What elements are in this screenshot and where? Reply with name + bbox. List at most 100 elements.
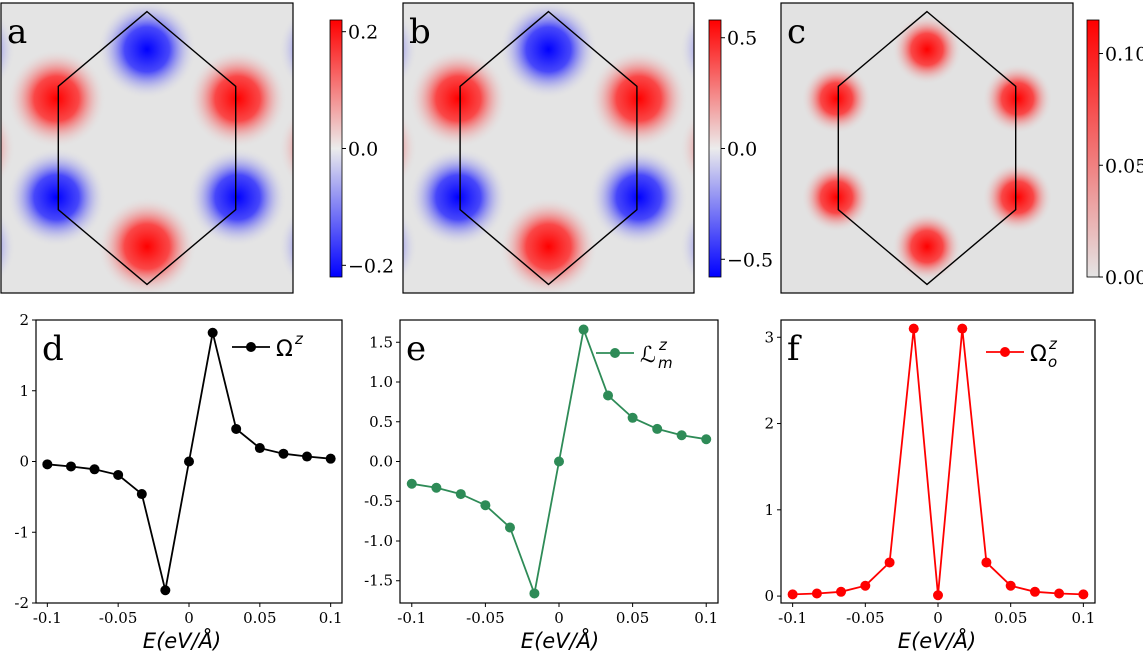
- negative-peak: [408, 147, 508, 247]
- legend-label: ℒ: [640, 343, 656, 368]
- negative-peak: [403, 14, 418, 85]
- data-point: [676, 430, 687, 441]
- data-point: [578, 324, 589, 335]
- data-point: [65, 461, 76, 472]
- brillouin-zone-hexagon: [459, 10, 638, 286]
- colorbar-tick-label: 0.0: [727, 139, 757, 161]
- colorbar-a: 0.2 0.0 −0.2: [329, 19, 394, 278]
- x-axis-label: E(eV/Å): [898, 627, 976, 653]
- negative-peak: [97, 3, 197, 100]
- positive-peak: [801, 63, 872, 134]
- x-tick-label: -0.05: [846, 609, 884, 627]
- colorbar-tick-label: 0.00: [1105, 267, 1143, 289]
- data-point: [981, 557, 992, 568]
- data-point: [325, 453, 336, 464]
- heatmap-field: [801, 14, 1053, 282]
- colorbar-tick-label: 0.5: [727, 28, 757, 50]
- data-point: [787, 589, 798, 600]
- x-tick-label: -0.1: [33, 609, 62, 627]
- x-tick-label: 0.05: [994, 609, 1027, 627]
- x-tick-label: 0: [184, 609, 194, 627]
- data-point: [406, 478, 417, 489]
- y-tick-label: 0.0: [369, 453, 393, 471]
- x-tick-label: -0.1: [778, 609, 807, 627]
- data-point: [554, 456, 564, 467]
- negative-peak: [1, 14, 16, 85]
- negative-peak: [679, 211, 694, 282]
- data-point: [231, 423, 242, 434]
- data-point: [254, 443, 265, 454]
- data-point: [529, 588, 540, 599]
- negative-peak: [1, 211, 16, 282]
- x-tick-label: -0.05: [466, 609, 504, 627]
- colorbar-gradient: [329, 19, 343, 278]
- negative-peak: [278, 14, 293, 85]
- legend-subscript: m: [658, 354, 673, 372]
- heatmap-panel-c: c 0.10 0.05 0.00: [780, 2, 1143, 294]
- x-tick-label: 0: [554, 609, 564, 627]
- y-tick-label: 3: [764, 328, 774, 346]
- panel-label-d: d: [42, 329, 64, 369]
- legend-marker: [246, 342, 256, 352]
- legend-label: Ω: [276, 337, 293, 362]
- legend-subscript: o: [1048, 353, 1057, 371]
- positive-peak: [499, 197, 598, 293]
- data-point: [431, 482, 442, 493]
- positive-peak: [679, 112, 694, 184]
- data-point: [884, 557, 895, 568]
- legend-marker: [610, 348, 620, 358]
- colorbar-tick-label: −0.2: [348, 255, 394, 277]
- y-tick-label: 1: [764, 501, 774, 519]
- colorbar-tick-label: 0.10: [1105, 44, 1143, 66]
- y-tick-label: -1.5: [364, 572, 393, 590]
- data-point: [627, 412, 638, 423]
- data-point: [908, 323, 919, 334]
- y-tick-label: -2: [14, 594, 29, 612]
- y-tick-label: 1.5: [369, 333, 393, 351]
- x-tick-label: 0.05: [616, 609, 649, 627]
- positive-peak: [278, 112, 293, 184]
- negative-peak: [187, 147, 288, 247]
- line-panel-e: -0.1 -0.05 0 0.05 0.1 -1.5 -1.0 -0.5 0.0 0.5 1.0 1.…: [364, 319, 719, 653]
- colorbar-b: 0.5 0.0 −0.5: [708, 19, 773, 278]
- data-point: [603, 390, 614, 401]
- data-point: [113, 469, 124, 480]
- data-point: [207, 327, 218, 338]
- data-point: [278, 448, 289, 459]
- heatmap-frame: [402, 2, 695, 294]
- data-point: [136, 489, 147, 500]
- legend-superscript: z: [658, 336, 668, 354]
- negative-peak: [6, 147, 107, 247]
- line-panel-d: -0.1 -0.05 0 0.05 0.1 -2 -1 0 1 2 Ω z d E(eV/Å): [14, 311, 343, 653]
- data-point: [933, 590, 943, 601]
- colorbar-gradient: [708, 19, 722, 278]
- data-point: [1029, 586, 1040, 597]
- positive-peak: [982, 63, 1053, 134]
- data-point: [957, 323, 968, 334]
- positive-peak: [187, 49, 288, 149]
- data-point: [1005, 580, 1016, 591]
- positive-peak: [891, 14, 963, 85]
- y-tick-label: 0: [764, 587, 774, 605]
- panel-label-f: f: [787, 329, 802, 369]
- y-tick-label: 0.5: [369, 413, 393, 431]
- heatmap-frame: [0, 2, 294, 294]
- negative-peak: [679, 14, 694, 85]
- x-tick-label: 0.1: [1071, 609, 1095, 627]
- x-axis-label: E(eV/Å): [143, 627, 221, 653]
- data-point: [811, 588, 822, 599]
- x-tick-label: -0.05: [99, 609, 137, 627]
- colorbar-tick-label: −0.5: [727, 249, 773, 271]
- positive-peak: [403, 112, 418, 184]
- heatmap-frame: [780, 2, 1074, 294]
- heatmap-field: [1, 3, 293, 293]
- data-point: [504, 522, 515, 533]
- y-tick-label: -1: [14, 523, 29, 541]
- line-panel-f: -0.1 -0.05 0 0.05 0.1 0 1 2 3 Ω zo f E(eV/Å): [764, 319, 1096, 653]
- positive-peak: [1, 112, 16, 184]
- y-tick-label: -1.0: [364, 532, 393, 550]
- legend-label: Ω: [1030, 342, 1047, 367]
